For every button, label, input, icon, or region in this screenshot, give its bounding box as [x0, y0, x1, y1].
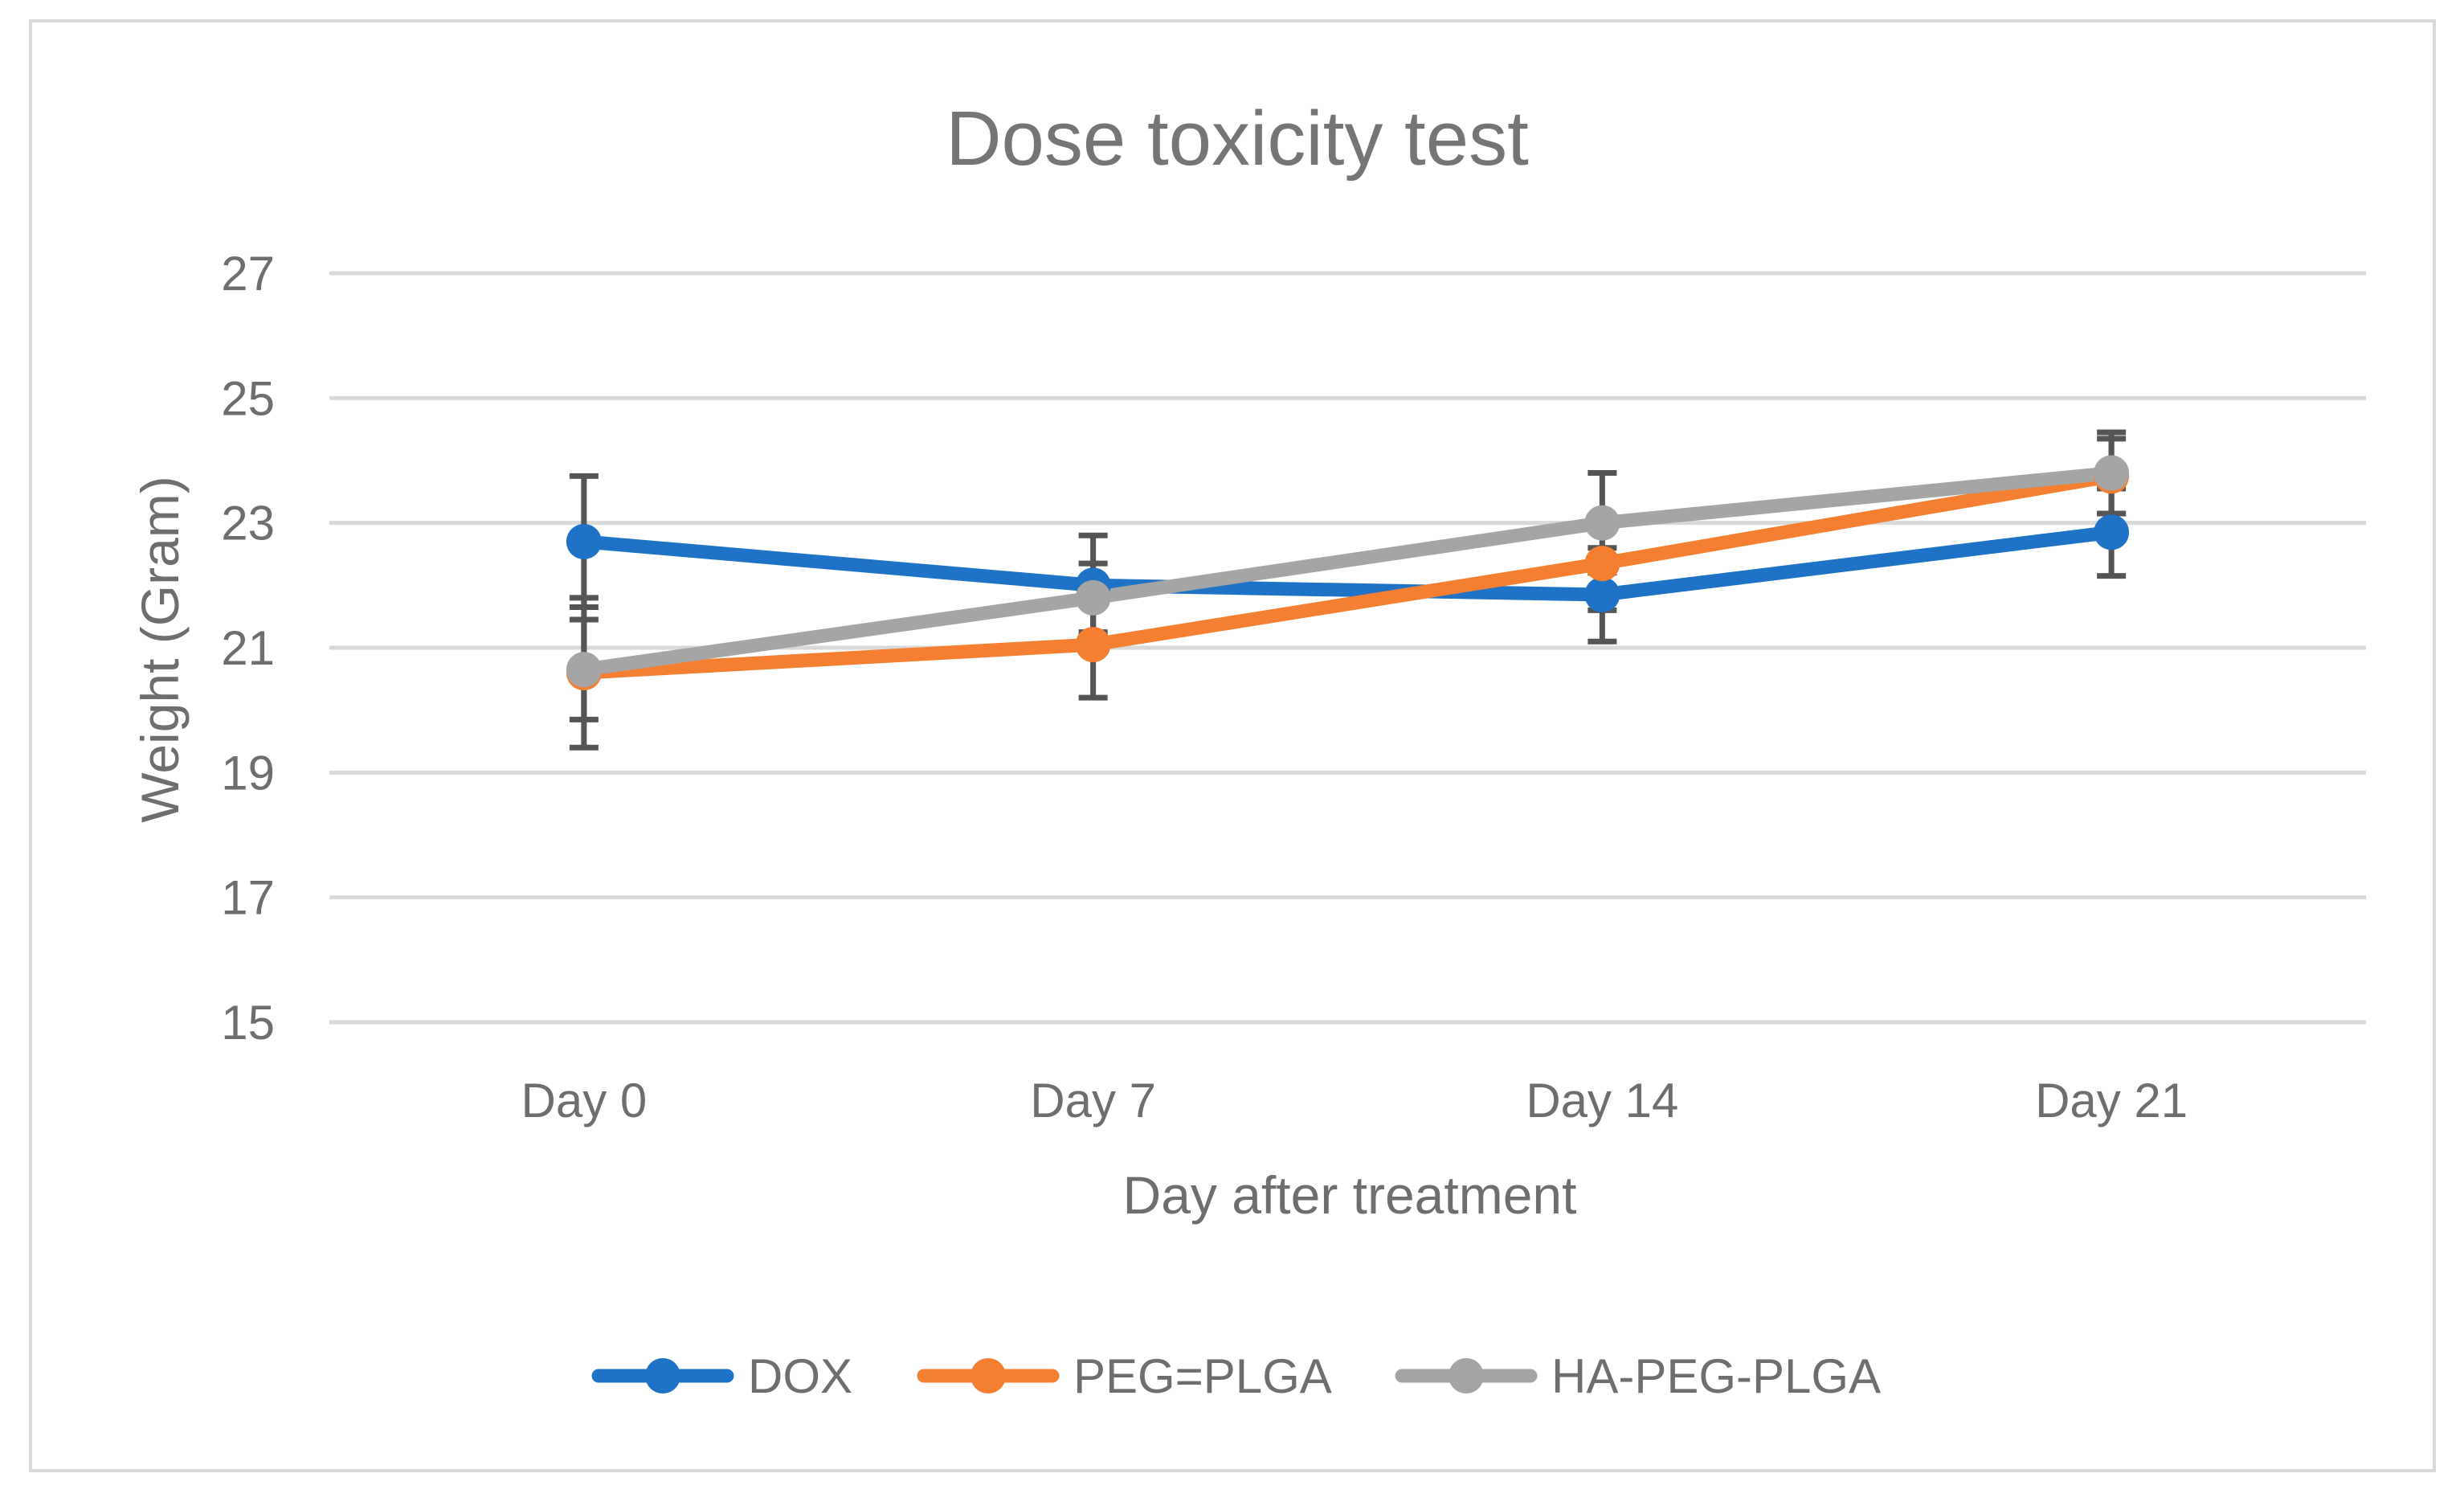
x-axis-label: Day after treatment: [1123, 1165, 1577, 1225]
chart-title: Dose toxicity test: [946, 96, 1529, 182]
series-lines: [577, 466, 2119, 680]
legend-label: HA-PEG-PLGA: [1551, 1349, 1881, 1403]
series-line: [577, 469, 2119, 680]
legend-marker: [645, 1358, 680, 1394]
y-tick-label: 17: [221, 871, 275, 925]
y-tick-label: 27: [221, 247, 275, 301]
legend-marker: [970, 1358, 1006, 1394]
legend-item[interactable]: PEG=PLGA: [917, 1349, 1332, 1403]
legend[interactable]: DOX PEG=PLGA HA-PEG-PLGA: [591, 1349, 1881, 1403]
legend-marker: [1449, 1358, 1484, 1394]
x-axis-ticks: Day 0 Day 7 Day 14 Day 21: [521, 1074, 2188, 1128]
data-point: [1584, 576, 1620, 612]
data-point: [566, 652, 602, 688]
legend-item[interactable]: DOX: [591, 1349, 852, 1403]
data-point: [1075, 627, 1111, 663]
data-point: [566, 523, 602, 559]
data-points: [566, 455, 2130, 691]
data-point: [2094, 455, 2130, 491]
y-tick-label: 21: [221, 621, 275, 675]
y-axis-label: Weight (Gram): [130, 476, 190, 823]
data-point: [1584, 505, 1620, 541]
chart-frame: [29, 19, 2436, 1472]
data-point: [1075, 579, 1111, 616]
legend-label: DOX: [748, 1349, 852, 1403]
data-point: [2094, 514, 2130, 550]
x-tick-label: Day 7: [1030, 1074, 1156, 1128]
series-line: [577, 525, 2119, 602]
data-point: [1584, 546, 1620, 582]
y-tick-label: 15: [221, 996, 275, 1050]
y-axis-ticks: 15 17 19 21 23 25 27: [221, 247, 275, 1050]
gridlines: [329, 271, 2366, 1025]
series-line: [577, 466, 2119, 677]
x-tick-label: Day 21: [2035, 1074, 2188, 1128]
x-tick-label: Day 0: [521, 1074, 648, 1128]
x-tick-label: Day 14: [1526, 1074, 1678, 1128]
y-tick-label: 25: [221, 371, 275, 425]
y-tick-label: 23: [221, 497, 275, 550]
y-tick-label: 19: [221, 746, 275, 800]
legend-label: PEG=PLGA: [1073, 1349, 1332, 1403]
legend-item[interactable]: HA-PEG-PLGA: [1395, 1349, 1881, 1403]
